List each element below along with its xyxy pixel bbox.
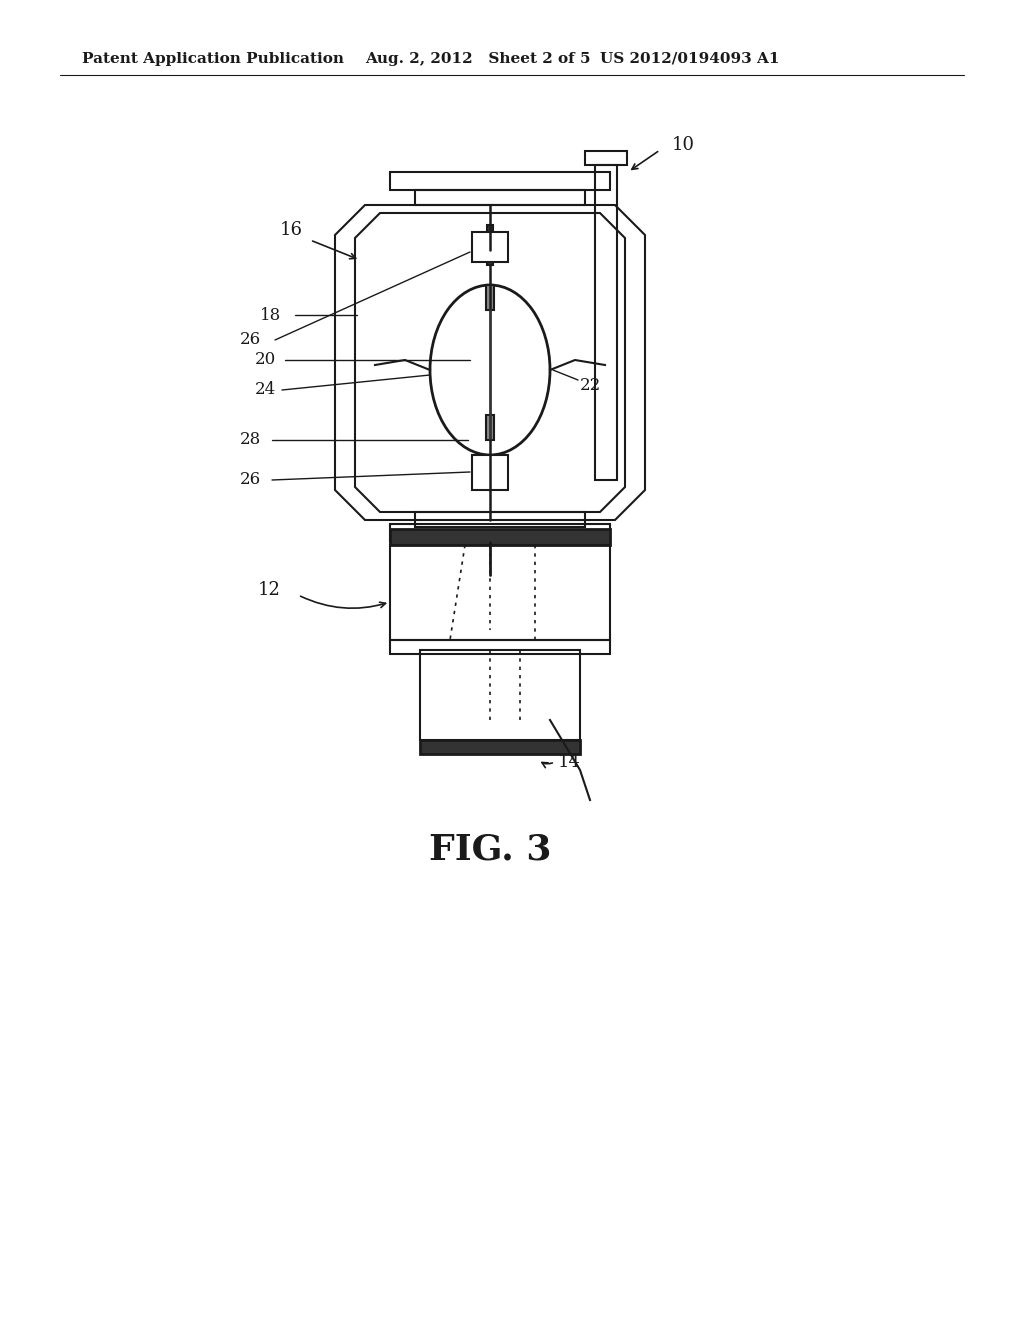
Bar [585,150,627,165]
Bar [595,165,617,480]
Bar [472,232,508,261]
Bar [486,414,494,440]
Text: Aug. 2, 2012   Sheet 2 of 5: Aug. 2, 2012 Sheet 2 of 5 [365,51,591,66]
Bar [390,545,610,640]
Text: FIG. 3: FIG. 3 [429,833,551,867]
Text: 16: 16 [280,220,303,239]
Bar [486,285,494,310]
Bar [472,455,508,490]
Text: Patent Application Publication: Patent Application Publication [82,51,344,66]
Text: 24: 24 [255,381,276,399]
Text: 20: 20 [255,351,276,368]
Text: 28: 28 [240,432,261,449]
Text: 26: 26 [240,331,261,348]
Bar [390,529,610,545]
Text: 14: 14 [558,752,581,771]
Bar [487,224,493,265]
Text: US 2012/0194093 A1: US 2012/0194093 A1 [600,51,779,66]
Text: 26: 26 [240,471,261,488]
Bar [390,640,610,653]
Text: 22: 22 [580,376,601,393]
Text: 12: 12 [258,581,281,599]
Bar [420,649,580,741]
Text: 18: 18 [260,306,282,323]
Bar [415,190,585,205]
Bar [390,524,610,543]
Bar [390,172,610,190]
Bar [420,741,580,754]
Text: 10: 10 [672,136,695,154]
Ellipse shape [430,285,550,455]
Bar [415,512,585,527]
